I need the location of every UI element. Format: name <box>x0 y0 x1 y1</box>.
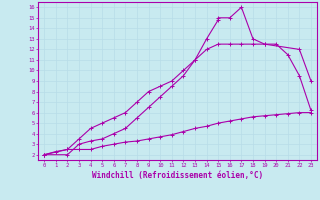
X-axis label: Windchill (Refroidissement éolien,°C): Windchill (Refroidissement éolien,°C) <box>92 171 263 180</box>
